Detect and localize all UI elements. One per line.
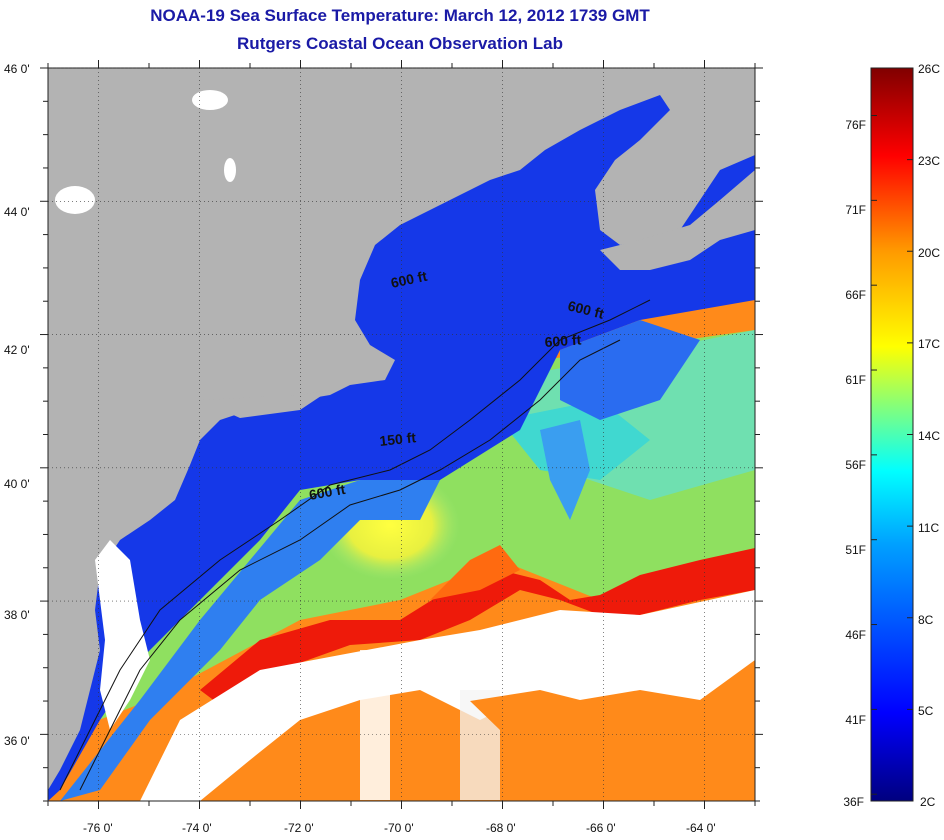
colorbar-f-label: 71F [845,203,866,217]
colorbar-f-label: 56F [845,458,866,472]
colorbar-c-label: 5C [918,704,934,718]
lon-tick-label: -68 0' [486,821,516,835]
colorbar-f-label: 51F [845,543,866,557]
contour-label: 600 ft [308,481,347,503]
lon-tick-label: -64 0' [686,821,716,835]
chesapeake-bay [95,540,150,730]
colorbar-f-label: 61F [845,373,866,387]
lon-tick-label: -76 0' [83,821,113,835]
contour-label: 600 ft [544,331,582,350]
latitude-axis: 46 0' 44 0' 42 0' 40 0' 38 0' 36 0' [4,62,30,748]
colorbar-c-label: 2C [920,795,936,809]
colorbar-c-label: 14C [918,429,940,443]
contour-label: 150 ft [379,429,417,449]
lat-tick-label: 44 0' [4,205,30,219]
colorbar-c-label: 11C [918,521,939,535]
nova-scotia [600,170,755,270]
contour-600ft [59,299,651,791]
contour-label: 600 ft [389,268,428,291]
land-mass [48,68,755,790]
lon-tick-label: -74 0' [182,821,212,835]
colorbar-c-label: 20C [918,246,940,260]
colorbar-c-label: 26C [918,62,940,76]
lat-tick-label: 40 0' [4,477,30,491]
gulf-stream [200,548,755,705]
lon-tick-label: -66 0' [586,821,616,835]
map-subtitle: Rutgers Coastal Ocean Observation Lab [237,34,563,53]
colorbar [870,67,914,802]
colorbar-f-label: 66F [845,288,866,302]
sst-field [48,68,755,801]
colorbar-f-label: 76F [845,118,866,132]
lat-tick-label: 36 0' [4,734,30,748]
contour-150ft [79,339,621,791]
axis-ticks [40,60,763,809]
lon-tick-label: -70 0' [384,821,414,835]
colorbar-ticks [871,67,913,802]
lat-tick-label: 38 0' [4,608,30,622]
colorbar-c-label: 8C [918,613,934,627]
lat-tick-label: 42 0' [4,343,30,357]
longitude-axis: -76 0' -74 0' -72 0' -70 0' -68 0' -66 0… [83,821,716,835]
lat-tick-label: 46 0' [4,62,30,76]
colorbar-celsius-labels: 26C 23C 20C 17C 14C 11C 8C 5C 2C [918,62,940,809]
colorbar-f-label: 41F [845,713,866,727]
colorbar-fahrenheit-labels: 76F 71F 66F 61F 56F 51F 46F 41F 36F [843,118,866,809]
colorbar-f-label: 46F [845,628,866,642]
cloud-cover [140,590,755,801]
colorbar-f-label: 36F [843,795,864,809]
colorbar-c-label: 17C [918,337,940,351]
colorbar-c-label: 23C [918,154,940,168]
map-title: NOAA-19 Sea Surface Temperature: March 1… [150,6,650,25]
long-island [200,390,330,418]
lon-tick-label: -72 0' [284,821,314,835]
